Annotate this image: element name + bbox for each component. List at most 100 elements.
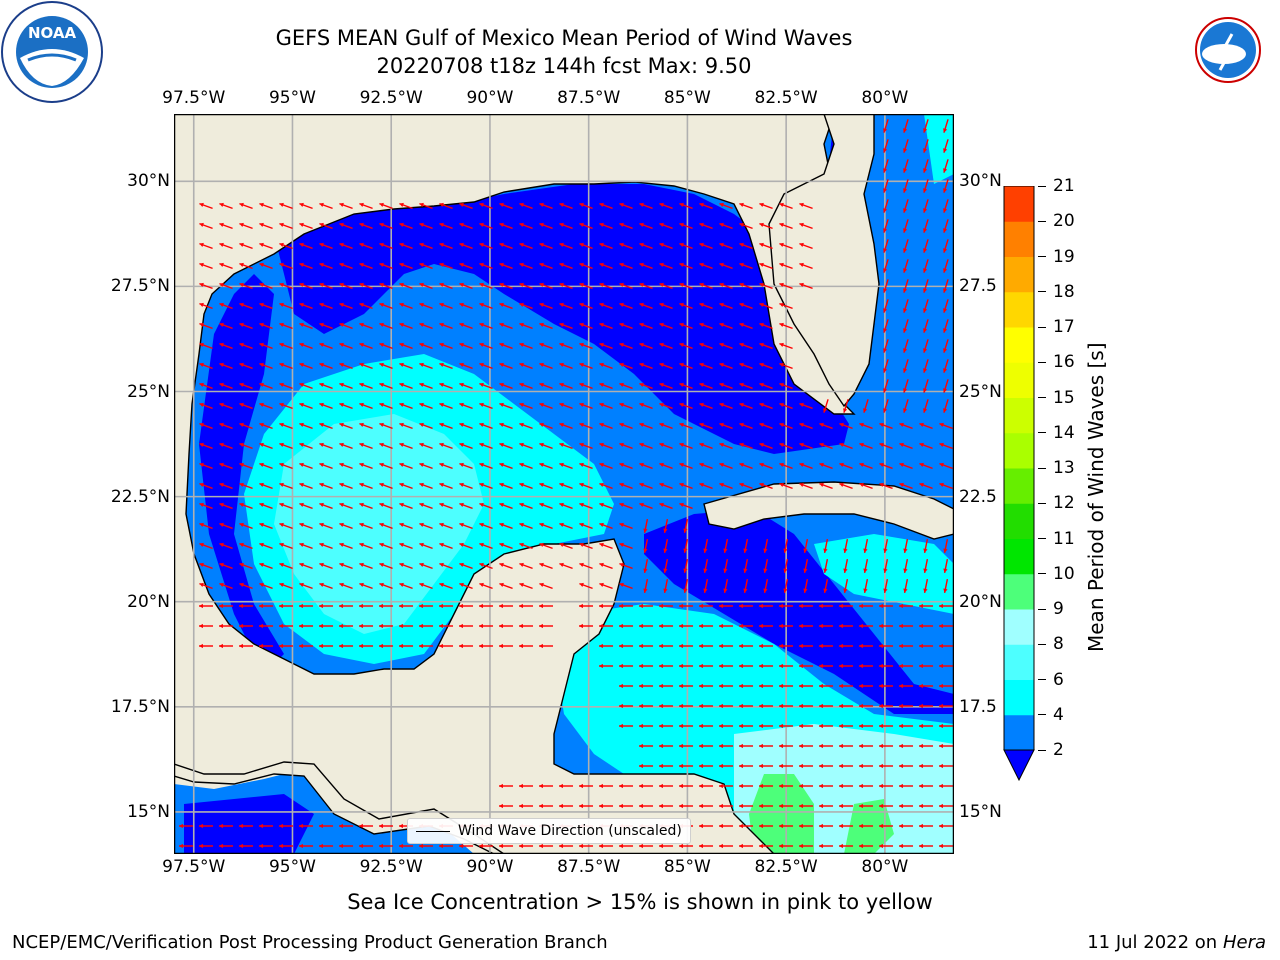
wind-arrow-head bbox=[719, 743, 723, 749]
wind-arrow-head bbox=[599, 643, 603, 649]
wind-arrow-head bbox=[619, 322, 624, 327]
wind-arrow-head bbox=[899, 442, 904, 447]
wind-arrow-head bbox=[679, 703, 683, 709]
wind-arrow-head bbox=[739, 603, 743, 609]
wind-arrow-head bbox=[859, 763, 863, 769]
wind-arrow-head bbox=[859, 783, 863, 789]
wind-arrow-head bbox=[859, 803, 863, 809]
wind-arrow-head bbox=[659, 402, 664, 407]
wind-arrow-head bbox=[903, 148, 908, 153]
wind-arrow-head bbox=[379, 422, 384, 427]
wind-arrow-head bbox=[299, 262, 304, 267]
wind-arrow-head bbox=[379, 262, 384, 267]
wind-arrow-head bbox=[739, 743, 743, 749]
wind-arrow-head bbox=[619, 783, 623, 789]
wind-arrow-head bbox=[899, 683, 903, 689]
wind-arrow-head bbox=[499, 603, 503, 609]
wind-arrow-head bbox=[519, 402, 524, 407]
map-frame bbox=[174, 114, 954, 854]
wind-arrow-head bbox=[419, 422, 424, 427]
wind-arrow-head bbox=[639, 222, 644, 227]
wind-arrow-head bbox=[883, 248, 888, 253]
wind-arrow-head bbox=[479, 262, 484, 267]
colorbar-tick-label: 20 bbox=[1053, 211, 1075, 232]
wind-arrow-head bbox=[339, 542, 344, 547]
wind-arrow-head bbox=[279, 462, 284, 467]
wind-arrow-head bbox=[399, 302, 404, 307]
wind-arrow-head bbox=[923, 368, 928, 373]
wind-arrow-head bbox=[619, 843, 623, 849]
wind-arrow-head bbox=[399, 522, 404, 527]
wind-arrow-head bbox=[919, 843, 923, 849]
lat-tick-label-left: 20°N bbox=[127, 591, 170, 612]
wind-arrow-head bbox=[319, 342, 324, 347]
wind-arrow-head bbox=[219, 282, 224, 287]
colorbar-tick-mark bbox=[1038, 643, 1046, 645]
wind-arrow-head bbox=[679, 783, 683, 789]
wind-arrow-head bbox=[479, 362, 484, 367]
wind-arrow-head bbox=[719, 422, 724, 427]
wind-arrow-head bbox=[819, 442, 824, 447]
wind-arrow-head bbox=[279, 542, 284, 547]
wind-arrow-head bbox=[279, 402, 284, 407]
colorbar-segment bbox=[1004, 256, 1034, 293]
wind-arrow-head bbox=[459, 322, 464, 327]
wind-arrow-head bbox=[299, 482, 304, 487]
wind-arrow-head bbox=[619, 623, 623, 629]
wind-arrow-head bbox=[339, 582, 344, 587]
colorbar-tick-label: 19 bbox=[1053, 246, 1075, 267]
wind-arrow-head bbox=[739, 262, 744, 267]
wind-arrow-head bbox=[599, 302, 604, 307]
colorbar-tick-mark bbox=[1038, 361, 1046, 363]
wind-arrow-head bbox=[219, 562, 224, 567]
wind-arrow-head bbox=[519, 623, 523, 629]
wind-arrow-head bbox=[419, 522, 424, 527]
wind-arrow-head bbox=[903, 188, 908, 193]
wind-arrow-head bbox=[539, 382, 544, 387]
wind-arrow-head bbox=[619, 422, 624, 427]
wind-arrow-head bbox=[379, 222, 384, 227]
wind-arrow-head bbox=[279, 282, 284, 287]
wind-arrow-head bbox=[519, 482, 524, 487]
wind-arrow-head bbox=[663, 588, 668, 593]
wind-arrow-head bbox=[499, 623, 503, 629]
wind-arrow-head bbox=[699, 442, 704, 447]
lon-tick-label-top: 87.5°W bbox=[557, 88, 621, 108]
lat-tick-label-right: 15°N bbox=[959, 801, 1002, 822]
wind-arrow-head bbox=[539, 482, 544, 487]
wind-arrow-head bbox=[599, 242, 604, 247]
wind-arrow-head bbox=[779, 763, 783, 769]
map-panel bbox=[174, 114, 954, 854]
wind-arrow-head bbox=[259, 522, 264, 527]
wind-arrow-head bbox=[659, 703, 663, 709]
wind-arrow-head bbox=[359, 462, 364, 467]
wind-arrow-head bbox=[479, 322, 484, 327]
wind-arrow-head bbox=[439, 542, 444, 547]
wind-arrow-head bbox=[939, 603, 943, 609]
wind-arrow-head bbox=[239, 362, 244, 367]
wind-arrow-head bbox=[619, 723, 623, 729]
wind-arrow-head bbox=[759, 242, 764, 247]
wind-arrow-head bbox=[439, 603, 443, 609]
wind-arrow-head bbox=[883, 168, 888, 173]
wind-arrow-head bbox=[579, 422, 584, 427]
wind-arrow-head bbox=[859, 462, 864, 467]
wind-arrow-head bbox=[779, 783, 783, 789]
wind-arrow-head bbox=[903, 208, 908, 213]
wind-arrow-head bbox=[499, 362, 504, 367]
wind-arrow-head bbox=[339, 322, 344, 327]
wind-arrow-head bbox=[659, 422, 664, 427]
wind-arrow-head bbox=[359, 582, 364, 587]
wind-arrow-head bbox=[819, 603, 823, 609]
wind-arrow-head bbox=[799, 763, 803, 769]
wind-arrow-head bbox=[903, 548, 908, 553]
wind-arrow-head bbox=[399, 322, 404, 327]
wind-arrow-head bbox=[419, 843, 423, 849]
wind-arrow-head bbox=[459, 202, 464, 207]
wind-arrow-head bbox=[599, 282, 604, 287]
colorbar-tick-label: 21 bbox=[1053, 176, 1075, 196]
wind-arrow-head bbox=[719, 402, 724, 407]
wind-arrow-head bbox=[899, 743, 903, 749]
wind-arrow-head bbox=[863, 568, 868, 573]
wind-arrow-head bbox=[939, 683, 943, 689]
